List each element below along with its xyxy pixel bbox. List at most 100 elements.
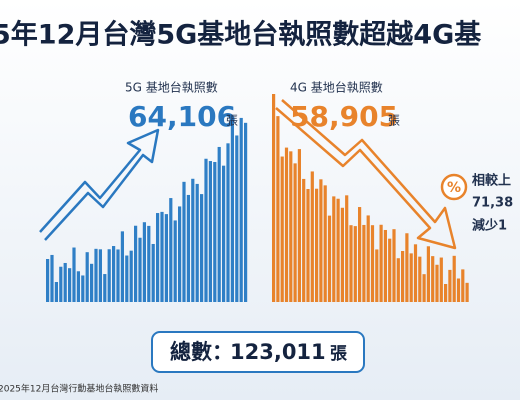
decor-bar: [315, 188, 319, 302]
total-label: 總數：: [170, 340, 233, 364]
panel-label: 5G 基地台執照數: [125, 80, 218, 95]
decor-bar: [81, 275, 85, 302]
decor-bar: [94, 248, 98, 302]
decor-bar: [409, 253, 413, 302]
decor-bar: [276, 116, 280, 302]
decor-bar: [204, 158, 208, 302]
decor-bar: [336, 198, 340, 302]
decor-bar: [284, 147, 289, 302]
decor-bar: [418, 256, 422, 302]
decor-bar: [178, 206, 182, 302]
decor-bar: [353, 226, 357, 302]
decor-bar: [164, 214, 168, 302]
decor-bar: [160, 211, 164, 302]
decor-bar: [323, 185, 327, 302]
decor-bar: [72, 247, 76, 302]
decor-bar: [319, 179, 323, 302]
up-arrow: [39, 128, 160, 241]
decor-bar: [200, 194, 204, 302]
decor-bar: [379, 224, 383, 302]
decor-bar: [85, 252, 89, 302]
decor-bar: [125, 255, 129, 302]
decor-bar: [327, 215, 332, 302]
decor-bar: [239, 117, 243, 303]
decor-bar: [448, 269, 452, 302]
decor-bar: [280, 156, 284, 302]
decor-bar: [465, 282, 469, 302]
decor-bar: [217, 146, 221, 302]
decor-bar: [392, 229, 396, 302]
decor-bar: [306, 188, 310, 302]
decor-bar: [63, 262, 67, 302]
decor-bar: [59, 266, 63, 302]
decor-bar: [456, 278, 461, 302]
decor-bar: [293, 163, 297, 302]
decor-bar: [230, 121, 234, 302]
decor-bar: [112, 246, 116, 302]
decor-bar: [107, 249, 111, 302]
decor-bar: [147, 225, 151, 302]
decor-bar: [396, 258, 400, 302]
decor-bar: [413, 244, 418, 302]
panel-value: 58,905: [290, 100, 398, 133]
decor-bar: [444, 284, 448, 302]
decor-bar: [375, 249, 379, 302]
decor-bar: [156, 213, 160, 302]
decor-bar: [138, 237, 142, 302]
decor-bar: [362, 224, 366, 302]
decor-bar: [383, 229, 387, 302]
panel-value: 64,106: [128, 100, 236, 133]
decor-bar: [388, 238, 392, 302]
percent-symbol: %: [447, 180, 461, 196]
comparison-line: 71,38: [472, 196, 513, 211]
bar-decor: [46, 94, 469, 303]
decor-bar: [435, 264, 439, 302]
decor-bar: [226, 143, 230, 302]
decor-bar: [461, 269, 465, 302]
total-unit: 張: [330, 344, 348, 364]
decor-bar: [401, 250, 405, 302]
decor-bar: [422, 274, 426, 302]
comparison-line: 減少1: [472, 218, 507, 234]
total-box: [151, 331, 365, 373]
decor-bar: [244, 122, 248, 302]
decor-bar: [358, 207, 362, 302]
decor-bar: [222, 165, 226, 302]
decor-bar: [173, 220, 177, 302]
panel-unit: 張: [226, 114, 238, 128]
decor-bar: [370, 225, 375, 302]
decor-bar: [46, 259, 50, 302]
title: 5年12月台灣5G基地台執照數超越4G基: [0, 19, 482, 51]
decor-bar: [302, 178, 306, 302]
decor-bar: [439, 257, 443, 302]
decor-bar: [235, 135, 239, 302]
decor-bar: [405, 233, 409, 302]
down-arrow: [275, 99, 457, 250]
decor-bar: [452, 255, 456, 302]
decor-bar: [151, 243, 155, 302]
decor-bar: [120, 231, 124, 302]
decor-bar: [289, 151, 293, 302]
decor-bar: [213, 161, 217, 302]
decor-bar: [332, 196, 336, 302]
panel-unit: 張: [388, 114, 400, 128]
decor-bar: [186, 194, 190, 302]
decor-bar: [340, 207, 344, 302]
decor-bar: [90, 263, 94, 302]
decor-bar: [310, 171, 314, 302]
decor-bar: [366, 215, 370, 302]
decor-bar: [76, 271, 80, 302]
decor-bar: [195, 183, 199, 302]
decor-bar: [50, 254, 54, 302]
decor-bar: [345, 195, 349, 302]
decor-bar: [431, 256, 435, 302]
decor-bar: [426, 246, 430, 302]
panel-label: 4G 基地台執照數: [290, 80, 383, 95]
percent-icon: [440, 173, 468, 201]
decor-bar: [134, 225, 138, 302]
decor-bar: [142, 222, 146, 302]
decor-bar: [349, 225, 353, 302]
decor-bar: [208, 161, 212, 302]
decor-bar: [116, 249, 120, 302]
